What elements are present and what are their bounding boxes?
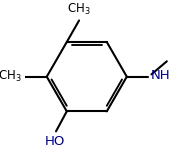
Text: HO: HO <box>44 135 65 148</box>
Text: CH$_3$: CH$_3$ <box>67 2 91 17</box>
Text: NH: NH <box>151 69 170 82</box>
Text: CH$_3$: CH$_3$ <box>0 69 22 84</box>
